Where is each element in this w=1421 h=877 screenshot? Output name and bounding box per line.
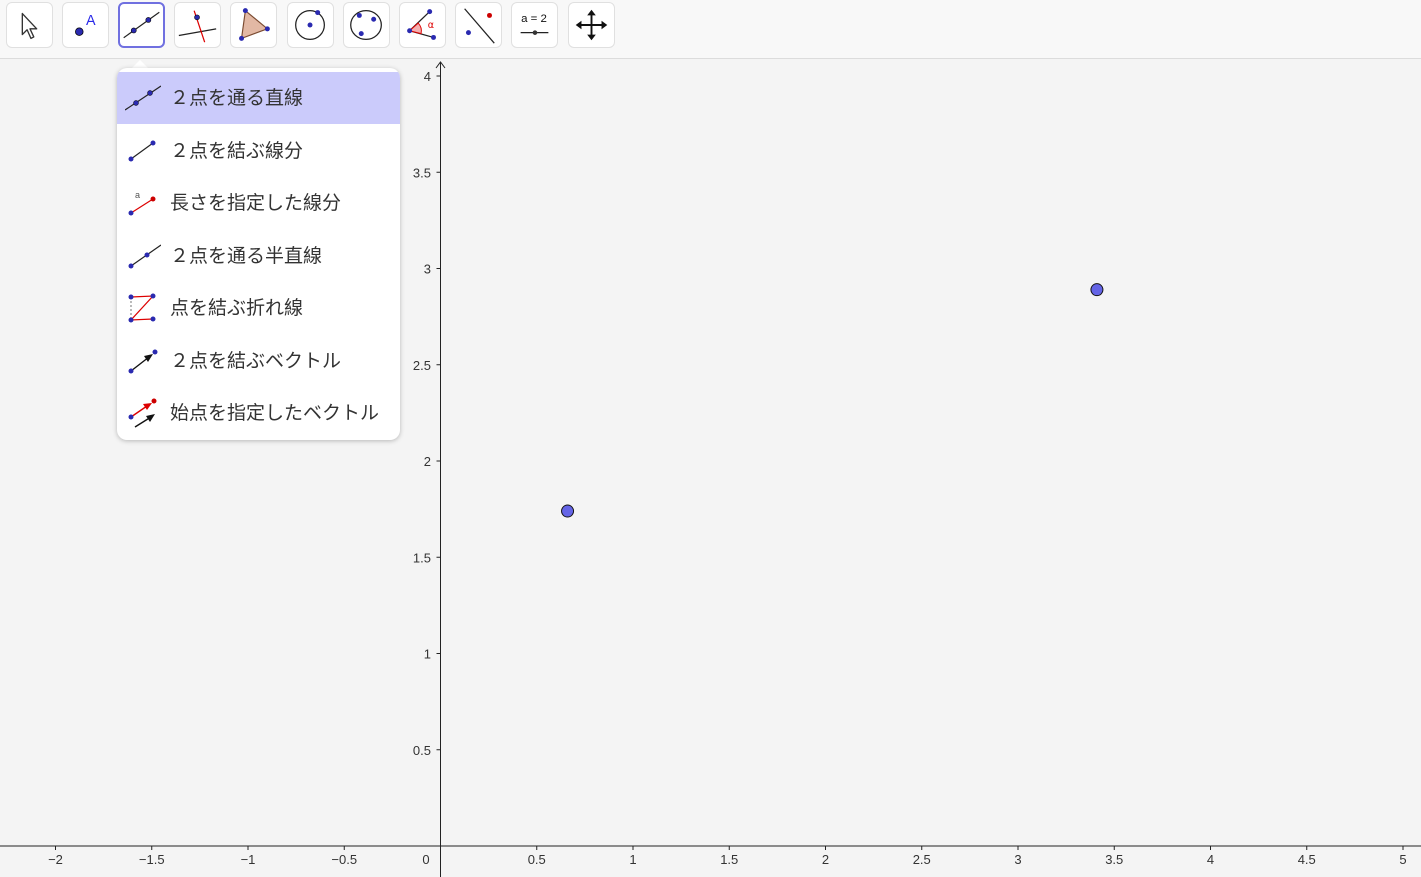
x-tick-label: 3 (1014, 852, 1021, 867)
y-tick-label: 0.5 (413, 743, 431, 758)
perpendicular-line-icon (178, 10, 217, 43)
ray-icon (128, 244, 161, 269)
reflect-tool-button[interactable] (455, 2, 502, 48)
y-tick-label: 2.5 (413, 358, 431, 373)
line-through-points-icon (123, 11, 160, 39)
x-tick-label: −2 (48, 852, 63, 867)
vector-from-point-icon (128, 398, 157, 428)
circle-center-point-tool-button[interactable] (287, 2, 334, 48)
polygon-icon (239, 8, 270, 41)
y-tick-label: 1 (424, 647, 431, 662)
circle-three-points-icon (350, 10, 382, 40)
x-tick-label: 1.5 (720, 852, 738, 867)
cursor-arrow-icon (21, 12, 38, 40)
x-tick-label: 2 (822, 852, 829, 867)
x-tick-label: 3.5 (1105, 852, 1123, 867)
angle-tool-button[interactable]: α (399, 2, 446, 48)
menu-item-label: 点を結ぶ折れ線 (170, 297, 304, 319)
slider-tool-button[interactable]: a = 2 (511, 2, 558, 48)
move-tool-button[interactable] (6, 2, 53, 48)
toolbar: A (0, 0, 1421, 59)
slider-icon-label: a = 2 (521, 13, 547, 25)
circle-three-points-tool-button[interactable] (343, 2, 390, 48)
y-tick-label: 4 (424, 69, 431, 84)
menu-item-label: ２点を通る直線 (170, 87, 304, 109)
menu-caret (131, 60, 149, 69)
polyline-icon (128, 293, 156, 323)
menu-item-label: ２点を結ぶベクトル (170, 350, 342, 372)
axes (0, 61, 1421, 877)
menu-item-segment-fixed-length[interactable]: a 長さを指定した線分 (117, 177, 400, 229)
point-icon: A (75, 13, 96, 36)
x-tick-label: 1 (629, 852, 636, 867)
menu-item-line-through-points[interactable]: ２点を通る直線 (117, 72, 400, 124)
menu-item-label: 長さを指定した線分 (170, 192, 342, 214)
reflect-icon (464, 8, 495, 44)
segment-icon (128, 140, 156, 162)
graphics-view[interactable]: −2 −1.5 −1 −0.5 0.5 1 1.5 2 2.5 3 3.5 4 4.5 5 0.5 1 1.5… (0, 58, 1421, 877)
x-tick-label: 4 (1207, 852, 1214, 867)
segment-fixed-length-icon: a (128, 190, 156, 216)
x-tick-label: 2.5 (913, 852, 931, 867)
x-tick-label: 0.5 (528, 852, 546, 867)
menu-item-label: 始点を指定したベクトル (170, 402, 380, 424)
angle-icon: α (407, 9, 436, 40)
point-tool-button[interactable]: A (62, 2, 109, 48)
x-tick-label: −1.5 (139, 852, 165, 867)
y-tick-label: 2 (424, 454, 431, 469)
menu-item-segment[interactable]: ２点を結ぶ線分 (117, 125, 400, 177)
x-tick-label: −1 (241, 852, 256, 867)
y-tick-label: 3 (424, 262, 431, 277)
menu-item-vector[interactable]: ２点を結ぶベクトル (117, 335, 400, 387)
line-through-points-icon (125, 85, 161, 111)
x-tick-label: 5 (1399, 852, 1406, 867)
polygon-tool-button[interactable] (230, 2, 277, 48)
move-arrows-icon (575, 9, 608, 41)
origin-label: 0 (422, 852, 429, 867)
y-tick-label: 3.5 (413, 165, 431, 180)
y-axis-ticks: 0.5 1 1.5 2 2.5 3 3.5 4 (413, 69, 441, 758)
free-point[interactable] (1090, 283, 1104, 297)
vector-icon (128, 349, 158, 374)
menu-item-label: ２点を通る半直線 (170, 245, 323, 267)
menu-item-label: ２点を結ぶ線分 (170, 140, 304, 162)
length-glyph: a (135, 190, 140, 200)
y-tick-label: 1.5 (413, 550, 431, 565)
line-tools-menu: ２点を通る直線 ２点を結ぶ線分 a 長さを指定した線分 ２点を通る半直線 (117, 68, 400, 440)
menu-item-ray[interactable]: ２点を通る半直線 (117, 230, 400, 282)
free-point[interactable] (561, 504, 575, 518)
perpendicular-line-tool-button[interactable] (174, 2, 221, 48)
x-axis-ticks: −2 −1.5 −1 −0.5 0.5 1 1.5 2 2.5 3 3.5 4 4.5 5 (48, 846, 1407, 867)
angle-glyph: α (428, 20, 434, 31)
menu-item-polyline[interactable]: 点を結ぶ折れ線 (117, 282, 400, 334)
slider-icon: a = 2 (520, 13, 549, 35)
circle-center-icon (295, 10, 325, 40)
move-graphics-view-tool-button[interactable] (568, 2, 615, 48)
line-tool-button[interactable] (118, 2, 165, 48)
menu-item-vector-from-point[interactable]: 始点を指定したベクトル (117, 387, 400, 439)
x-tick-label: 4.5 (1298, 852, 1316, 867)
x-tick-label: −0.5 (331, 852, 357, 867)
point-icon-label: A (86, 13, 96, 29)
points (561, 283, 1104, 518)
